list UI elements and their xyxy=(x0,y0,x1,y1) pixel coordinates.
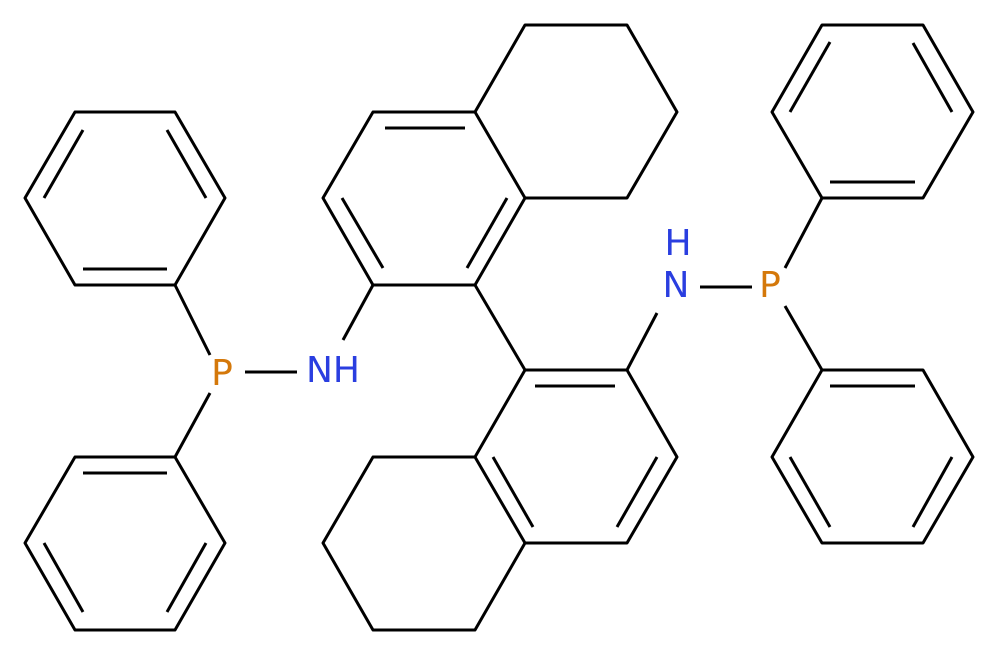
ring xyxy=(23,455,227,632)
bond xyxy=(473,284,527,371)
double-bond xyxy=(165,129,208,199)
atom-label: H xyxy=(664,223,691,264)
double-bond xyxy=(911,456,954,528)
ring xyxy=(473,23,679,200)
double-bond xyxy=(340,197,385,269)
atom-label: N xyxy=(663,265,690,306)
bonds xyxy=(23,23,975,632)
double-bond xyxy=(788,41,832,113)
double-bond xyxy=(615,456,659,528)
atom-label: NH xyxy=(306,350,360,391)
ring xyxy=(770,368,975,545)
ring xyxy=(770,23,975,200)
ring xyxy=(473,368,679,545)
double-bond xyxy=(465,197,509,269)
bond xyxy=(341,284,375,341)
double-bond xyxy=(911,42,954,113)
atom-label: P xyxy=(211,353,233,394)
double-bond xyxy=(42,129,85,199)
bond xyxy=(173,284,212,356)
ring xyxy=(321,455,527,632)
double-bond xyxy=(165,542,208,613)
bond xyxy=(173,392,212,458)
double-bond xyxy=(788,456,832,528)
bond xyxy=(625,312,659,371)
double-bond xyxy=(42,542,85,613)
ring xyxy=(321,110,527,287)
bond xyxy=(783,305,824,371)
atom-label: P xyxy=(759,265,781,306)
ring xyxy=(23,110,227,287)
double-bond xyxy=(491,456,535,528)
bond xyxy=(783,197,824,269)
